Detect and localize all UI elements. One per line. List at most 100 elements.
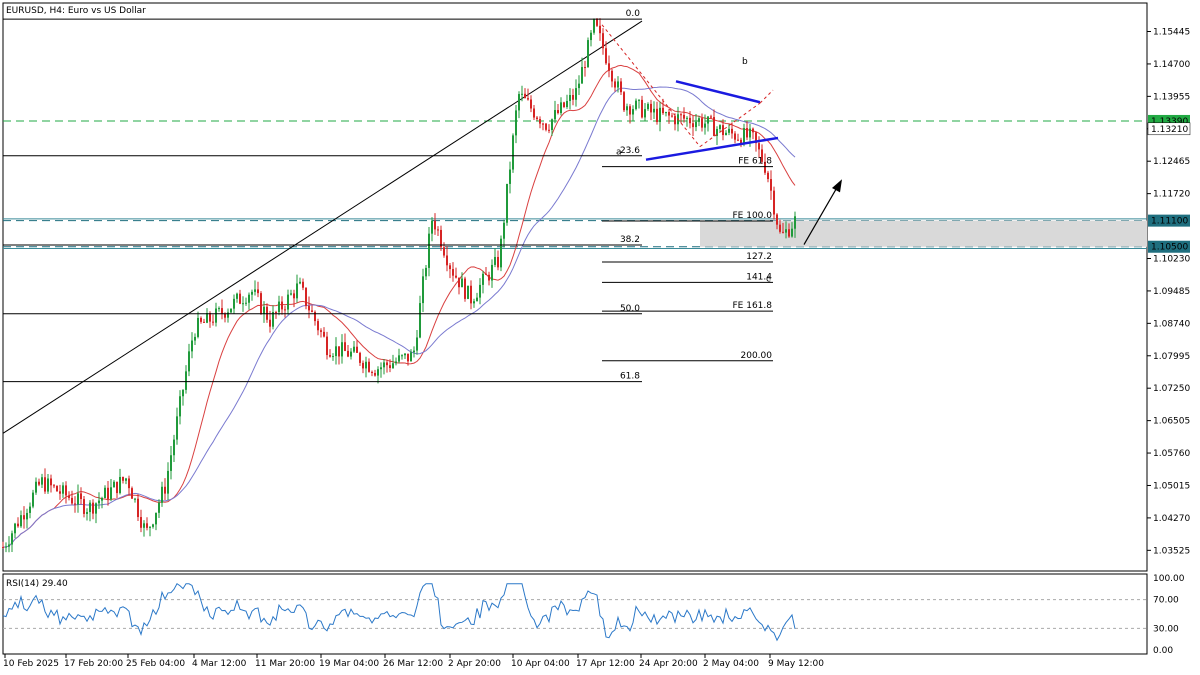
candle-body (440, 229, 442, 248)
candle-body (323, 331, 325, 337)
candle-body (71, 497, 73, 504)
candle-body (44, 477, 46, 492)
candle-body (179, 396, 181, 417)
candle-body (134, 498, 136, 500)
candle-body (218, 308, 220, 310)
candle-body (242, 303, 244, 305)
candle-body (695, 121, 697, 128)
candle-body (473, 301, 475, 304)
candle-body (626, 106, 628, 111)
candle-body (383, 362, 385, 368)
x-tick-label: 25 Feb 04:00 (126, 659, 185, 669)
candle-body (566, 100, 568, 107)
wave-label-b: b (742, 57, 748, 67)
candle-body (788, 229, 790, 237)
candle-body (680, 114, 682, 116)
candle-body (245, 302, 247, 304)
candle-body (116, 481, 118, 494)
x-tick-label: 19 Mar 04:00 (319, 659, 379, 669)
candle-body (56, 486, 58, 492)
candle-body (380, 367, 382, 370)
candle-body (722, 125, 724, 136)
candle-body (521, 93, 523, 95)
candle-body (167, 470, 169, 494)
candle-body (38, 481, 40, 485)
fib-extension-label: 141.4 (746, 272, 772, 282)
candle-body (347, 350, 349, 357)
x-tick-label: 2 May 04:00 (703, 659, 759, 669)
candle-body (8, 544, 10, 547)
fib-extension-label: FE 161.8 (733, 301, 773, 311)
candle-body (362, 362, 364, 369)
candle-body (794, 216, 796, 229)
rsi-label: RSI(14) 29.40 (6, 579, 68, 589)
candle-body (173, 439, 175, 456)
fib-retracement-label: 0.0 (626, 9, 641, 19)
candle-body (671, 115, 673, 117)
y-tick-label: 1.15445 (1153, 28, 1190, 38)
candles-group (2, 18, 796, 553)
candle-body (236, 293, 238, 299)
candle-body (716, 129, 718, 136)
price-tag-box (1148, 240, 1190, 253)
candle-body (431, 220, 433, 234)
candle-body (452, 269, 454, 276)
candle-body (125, 478, 127, 481)
candle-body (497, 256, 499, 268)
candle-body (311, 310, 313, 312)
candle-body (200, 317, 202, 322)
candle-body (80, 493, 82, 500)
candle-body (287, 294, 289, 310)
candle-body (758, 143, 760, 150)
candle-body (785, 229, 787, 233)
y-tick-label: 1.14700 (1153, 60, 1190, 70)
candle-body (41, 477, 43, 485)
price-tag-label: 1.11100 (1151, 217, 1188, 227)
candle-body (548, 129, 550, 131)
candle-body (638, 99, 640, 101)
candle-body (704, 123, 706, 128)
y-tick-label: 1.07995 (1153, 352, 1190, 362)
rsi-tick-label: 0.00 (1153, 646, 1173, 656)
candle-body (674, 116, 676, 125)
candle-body (734, 133, 736, 140)
candle-body (554, 110, 556, 120)
candle-body (530, 99, 532, 109)
fib-retracement-label: 38.2 (620, 235, 640, 245)
candle-body (338, 346, 340, 357)
candle-body (197, 317, 199, 337)
candle-body (707, 116, 709, 124)
rsi-tick-label: 70.00 (1153, 596, 1179, 606)
candle-body (515, 110, 517, 136)
candle-body (599, 25, 601, 34)
candle-body (221, 308, 223, 314)
candle-body (113, 481, 115, 488)
candle-body (782, 231, 784, 233)
candle-body (725, 132, 727, 136)
candle-body (263, 306, 265, 314)
candle-body (728, 128, 730, 133)
rsi-tick-label: 100.00 (1153, 574, 1185, 584)
candle-body (5, 546, 7, 548)
candle-body (737, 139, 739, 141)
candle-body (215, 308, 217, 323)
candle-body (482, 273, 484, 285)
candle-body (767, 172, 769, 180)
candle-body (668, 112, 670, 116)
candle-body (185, 371, 187, 390)
projection-arrow-line (803, 185, 839, 245)
candle-body (647, 103, 649, 110)
candle-body (296, 283, 298, 299)
candle-body (527, 98, 529, 100)
candle-body (326, 336, 328, 356)
y-tick-label: 1.09485 (1153, 287, 1190, 297)
candle-body (107, 487, 109, 499)
candle-body (449, 265, 451, 270)
candle-body (293, 293, 295, 299)
candle-body (455, 275, 457, 278)
candle-body (512, 135, 514, 170)
candle-body (365, 361, 367, 369)
candle-body (611, 70, 613, 82)
candle-body (161, 486, 163, 503)
